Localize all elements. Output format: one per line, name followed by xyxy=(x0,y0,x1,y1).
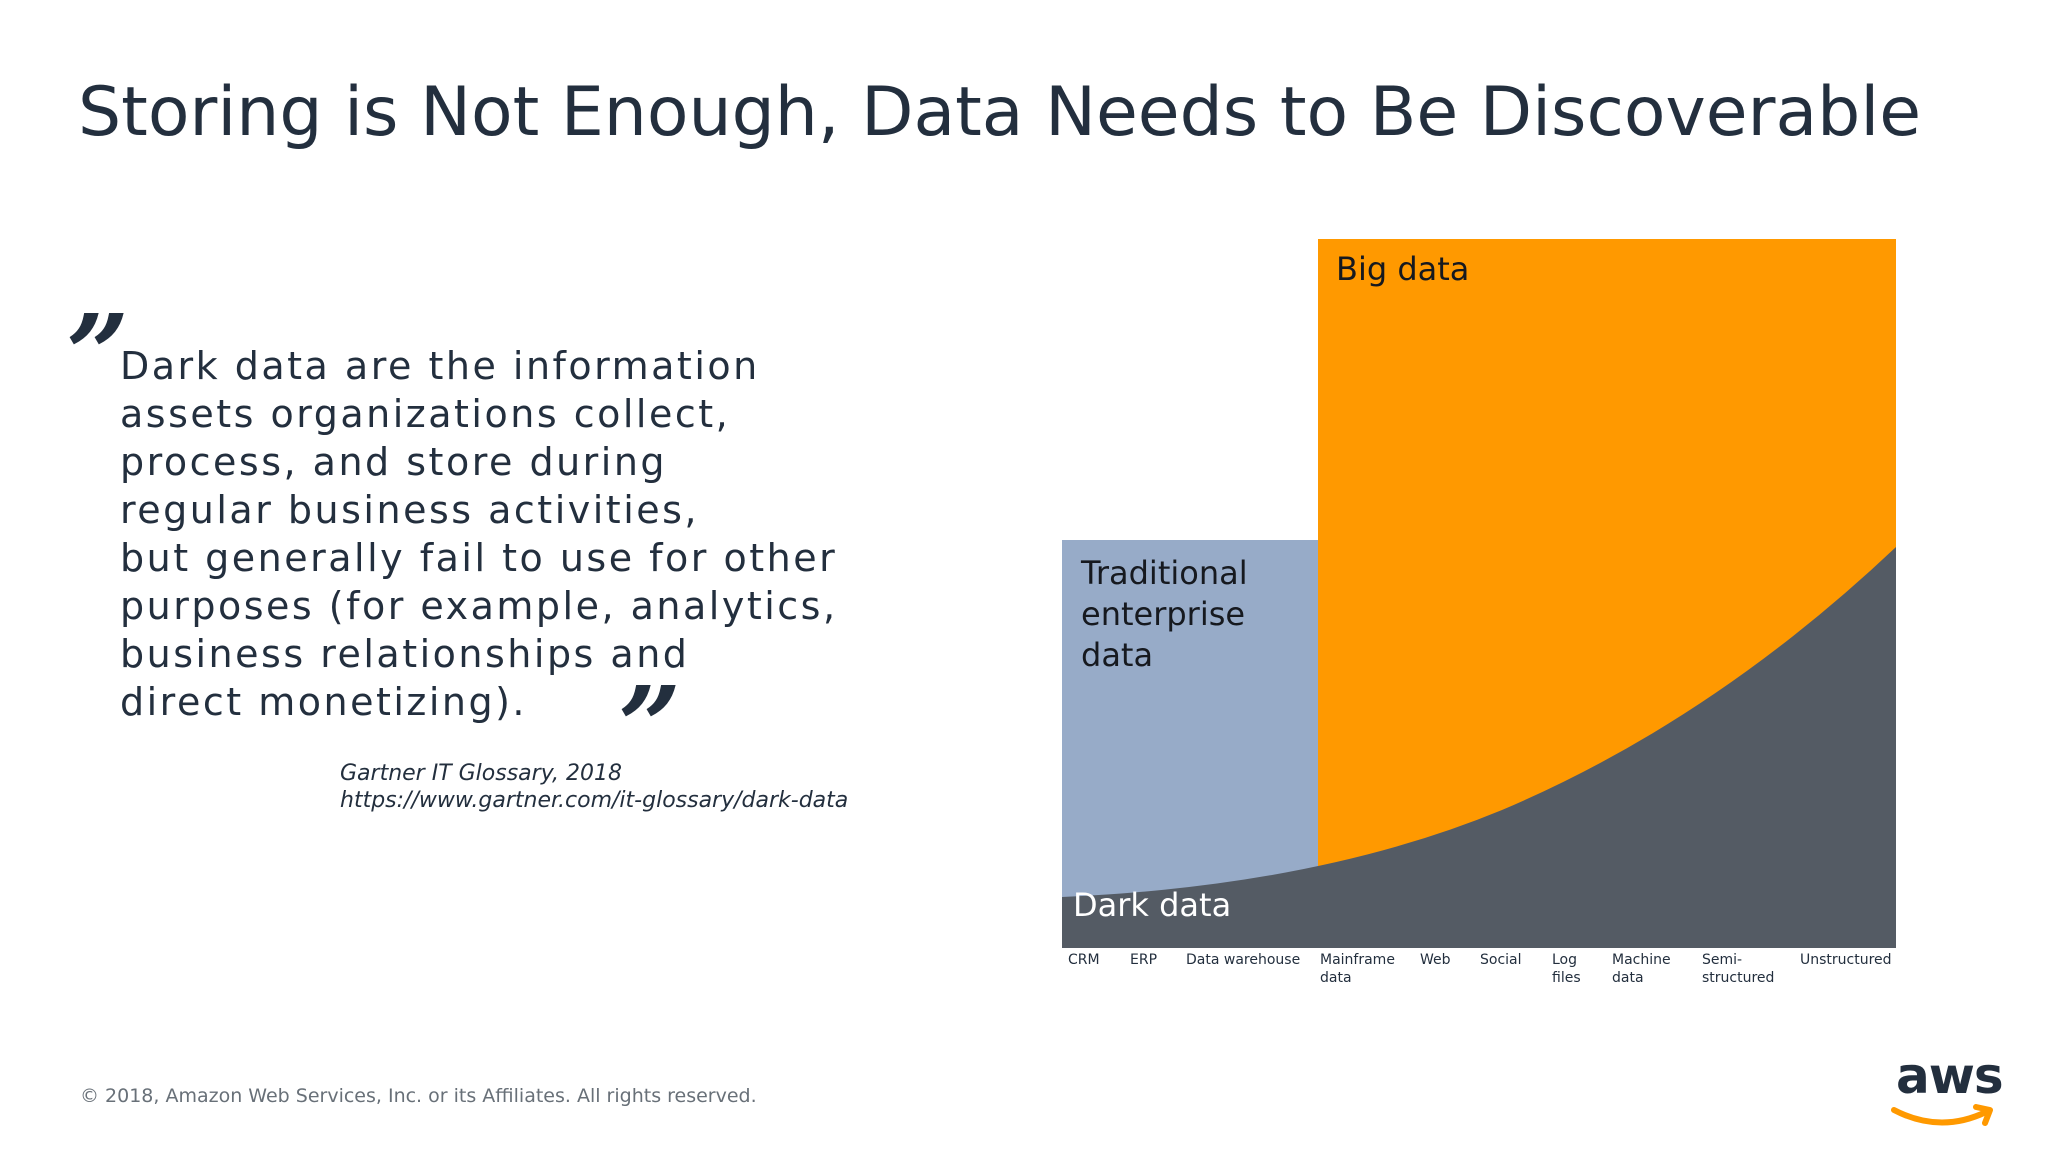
citation-source: Gartner IT Glossary, 2018 xyxy=(340,761,622,786)
traditional-label-line: data xyxy=(1081,636,1154,674)
citation: Gartner IT Glossary, 2018 https://www.ga… xyxy=(340,760,848,814)
quote-line: assets organizations collect, xyxy=(120,392,731,436)
close-quote-icon: ” xyxy=(618,662,682,791)
x-category-line: ERP xyxy=(1130,952,1158,968)
quote-line: business relationships and xyxy=(120,632,690,676)
x-category-line: Web xyxy=(1420,952,1451,968)
x-category-line: structured xyxy=(1702,970,1775,986)
traditional-data-label: Traditional enterprise data xyxy=(1081,553,1248,676)
x-category-line: data xyxy=(1612,970,1644,986)
quote-line: direct monetizing). xyxy=(120,680,528,724)
x-category-machine-data: Machine data xyxy=(1612,951,1671,987)
x-category-line: Social xyxy=(1480,952,1522,968)
copyright-footer: © 2018, Amazon Web Services, Inc. or its… xyxy=(80,1085,757,1107)
aws-logo-text: aws xyxy=(1896,1047,2004,1105)
x-category-line: CRM xyxy=(1068,952,1100,968)
x-category-line: Mainframe xyxy=(1320,952,1395,968)
quote-line: Dark data are the information xyxy=(120,344,760,388)
quote-line: regular business activities, xyxy=(120,488,700,532)
traditional-label-line: enterprise xyxy=(1081,595,1246,633)
x-category-semi-structured: Semi- structured xyxy=(1702,951,1774,987)
x-category-line: files xyxy=(1552,970,1581,986)
x-category-unstructured: Unstructured xyxy=(1800,951,1892,969)
quote-line: process, and store during xyxy=(120,440,668,484)
amazon-smile-arrow-icon xyxy=(1891,1104,1993,1126)
quote-line: purposes (for example, analytics, xyxy=(120,584,838,628)
quote-line: but generally fail to use for other xyxy=(120,536,838,580)
quote-block: Dark data are the information assets org… xyxy=(120,342,860,726)
dark-data-region xyxy=(1062,547,1896,948)
dark-data-label: Dark data xyxy=(1073,886,1232,924)
x-category-line: Data warehouse xyxy=(1186,952,1301,968)
x-category-web: Web xyxy=(1420,951,1451,969)
x-category-log-files: Log files xyxy=(1552,951,1581,987)
x-category-crm: CRM xyxy=(1068,951,1100,969)
citation-url: https://www.gartner.com/it-glossary/dark… xyxy=(340,788,849,813)
aws-logo: aws xyxy=(1890,1047,2004,1134)
data-landscape-diagram xyxy=(1062,239,1896,948)
x-category-line: Semi- xyxy=(1702,952,1743,968)
x-category-line: Machine xyxy=(1612,952,1671,968)
x-category-mainframe-data: Mainframe data xyxy=(1320,951,1395,987)
big-data-label: Big data xyxy=(1336,250,1470,288)
traditional-label-line: Traditional xyxy=(1081,554,1248,592)
x-category-line: Log xyxy=(1552,952,1578,968)
x-category-erp: ERP xyxy=(1130,951,1157,969)
x-category-social: Social xyxy=(1480,951,1522,969)
open-quote-icon: ” xyxy=(66,290,130,419)
x-category-line: Unstructured xyxy=(1800,952,1892,968)
slide-title: Storing is Not Enough, Data Needs to Be … xyxy=(78,73,1922,152)
x-category-data-warehouse: Data warehouse xyxy=(1186,951,1300,969)
x-category-line: data xyxy=(1320,970,1352,986)
